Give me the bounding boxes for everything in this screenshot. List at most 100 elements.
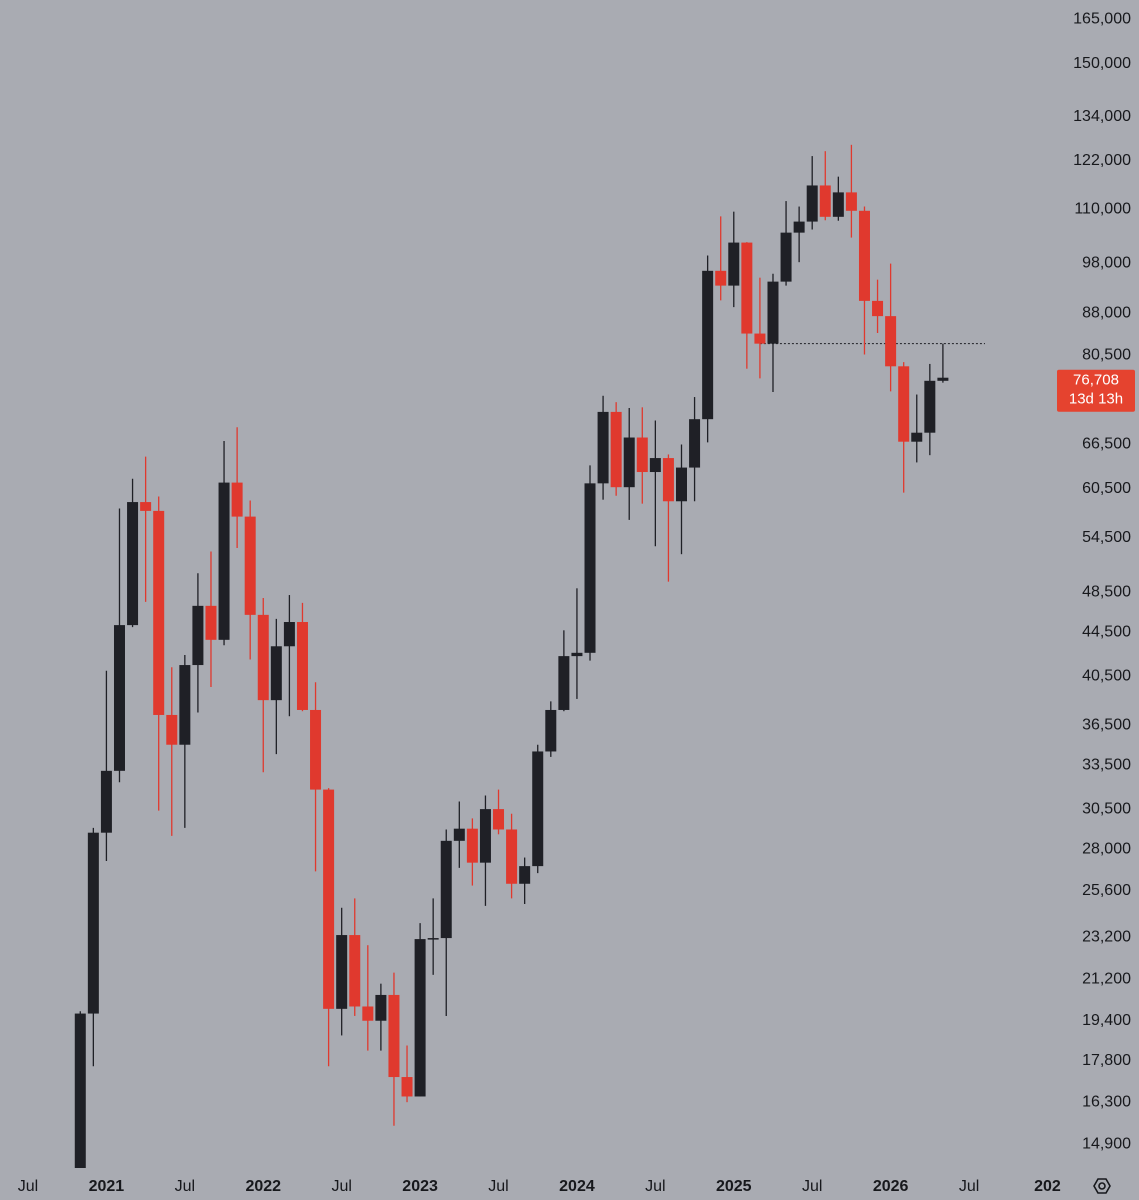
candle-body <box>113 625 125 771</box>
candle-body <box>845 192 857 211</box>
candle-body <box>192 605 204 666</box>
x-tick-label: 2025 <box>716 1178 752 1195</box>
x-tick-label: Jul <box>18 1178 38 1195</box>
candle-body <box>231 482 243 517</box>
candle-body <box>728 242 740 286</box>
y-tick-label: 23,200 <box>1082 928 1131 945</box>
candle-body <box>676 467 687 502</box>
settings-icon[interactable] <box>1093 1178 1111 1194</box>
candle-body <box>362 1006 374 1021</box>
x-tick-label: 2026 <box>873 1178 909 1195</box>
candle-body <box>806 185 818 222</box>
x-tick-label: 2021 <box>89 1178 125 1195</box>
candle-body <box>571 652 583 657</box>
candle-body <box>898 366 910 442</box>
candle-body <box>741 242 753 334</box>
candle-body <box>636 437 648 473</box>
y-tick-label: 16,300 <box>1082 1093 1131 1110</box>
x-tick-label: Jul <box>331 1178 351 1195</box>
x-tick-label: Jul <box>175 1178 195 1195</box>
candle-body <box>662 458 674 502</box>
candle-body <box>819 185 831 217</box>
candle-body <box>296 622 308 710</box>
x-tick-label: Jul <box>959 1178 979 1195</box>
candle-body <box>623 437 635 488</box>
candle-body <box>87 832 99 1014</box>
candle-body <box>401 1077 413 1097</box>
y-tick-label: 28,000 <box>1082 840 1131 857</box>
candle-body <box>140 502 152 511</box>
candle-body <box>244 516 256 615</box>
candle-body <box>911 432 923 442</box>
y-tick-label: 48,500 <box>1082 583 1131 600</box>
candle-body <box>349 935 361 1007</box>
x-tick-label: 2023 <box>402 1178 438 1195</box>
candle-body <box>440 840 452 939</box>
candle-body <box>257 614 269 701</box>
candle-body <box>872 300 884 317</box>
x-tick-label: Jul <box>645 1178 665 1195</box>
y-tick-label: 44,500 <box>1082 624 1131 641</box>
candle-body <box>153 510 165 715</box>
y-tick-label: 122,000 <box>1073 152 1131 169</box>
candle-body <box>166 714 178 745</box>
y-tick-label: 150,000 <box>1073 55 1131 72</box>
y-tick-label: 25,600 <box>1082 882 1131 899</box>
y-tick-label: 165,000 <box>1073 11 1131 28</box>
candle-body <box>218 482 230 640</box>
y-tick-label: 98,000 <box>1082 254 1131 271</box>
y-tick-label: 110,000 <box>1074 200 1131 217</box>
candle-body <box>832 192 844 217</box>
y-tick-label: 134,000 <box>1073 108 1131 125</box>
y-tick-label: 30,500 <box>1082 800 1131 817</box>
candle-body <box>885 316 897 367</box>
candle-body <box>858 210 870 301</box>
candle-body <box>388 994 400 1078</box>
candle-body <box>427 938 439 940</box>
y-tick-label: 19,400 <box>1082 1012 1131 1029</box>
candle-body <box>754 333 766 344</box>
y-tick-label: 66,500 <box>1082 436 1131 453</box>
y-tick-label: 40,500 <box>1082 668 1131 685</box>
candle-body <box>205 605 217 640</box>
candle-body <box>715 270 727 286</box>
y-tick-label: 88,000 <box>1082 305 1131 322</box>
y-tick-label: 36,500 <box>1082 716 1131 733</box>
candle-body <box>270 646 282 701</box>
candle-body <box>127 502 139 626</box>
y-tick-label: 21,200 <box>1082 970 1131 987</box>
candle-body <box>545 709 557 752</box>
candle-body <box>336 935 348 1009</box>
y-tick-label: 14,900 <box>1082 1135 1131 1152</box>
x-tick-label: 202 <box>1034 1178 1061 1195</box>
candle-body <box>558 656 570 710</box>
x-tick-label: 2024 <box>559 1178 595 1195</box>
candle-body <box>924 380 936 433</box>
candle-body <box>323 789 335 1009</box>
candle-body <box>519 866 531 884</box>
candle-body <box>375 994 387 1021</box>
candle-body <box>453 828 465 841</box>
candle-body <box>649 458 661 473</box>
y-tick-label: 54,500 <box>1082 529 1131 546</box>
candle-body <box>532 751 544 867</box>
y-tick-label: 17,800 <box>1082 1052 1131 1069</box>
candle-body <box>689 419 701 468</box>
candle-body <box>310 709 322 790</box>
candle-body <box>283 622 295 647</box>
y-tick-label: 33,500 <box>1082 756 1131 773</box>
countdown-label: 13d 13h <box>1069 391 1123 408</box>
price-label: 76,708 <box>1073 372 1119 389</box>
candle-body <box>74 1013 86 1168</box>
y-tick-label: 60,500 <box>1082 480 1131 497</box>
candle-body <box>767 281 779 344</box>
plot-area <box>74 144 985 1168</box>
candle-body <box>506 829 518 884</box>
candle-body <box>610 411 622 488</box>
candle-body <box>780 232 792 282</box>
candle-body <box>414 939 426 1097</box>
x-tick-label: Jul <box>488 1178 508 1195</box>
candle-body <box>793 221 805 233</box>
